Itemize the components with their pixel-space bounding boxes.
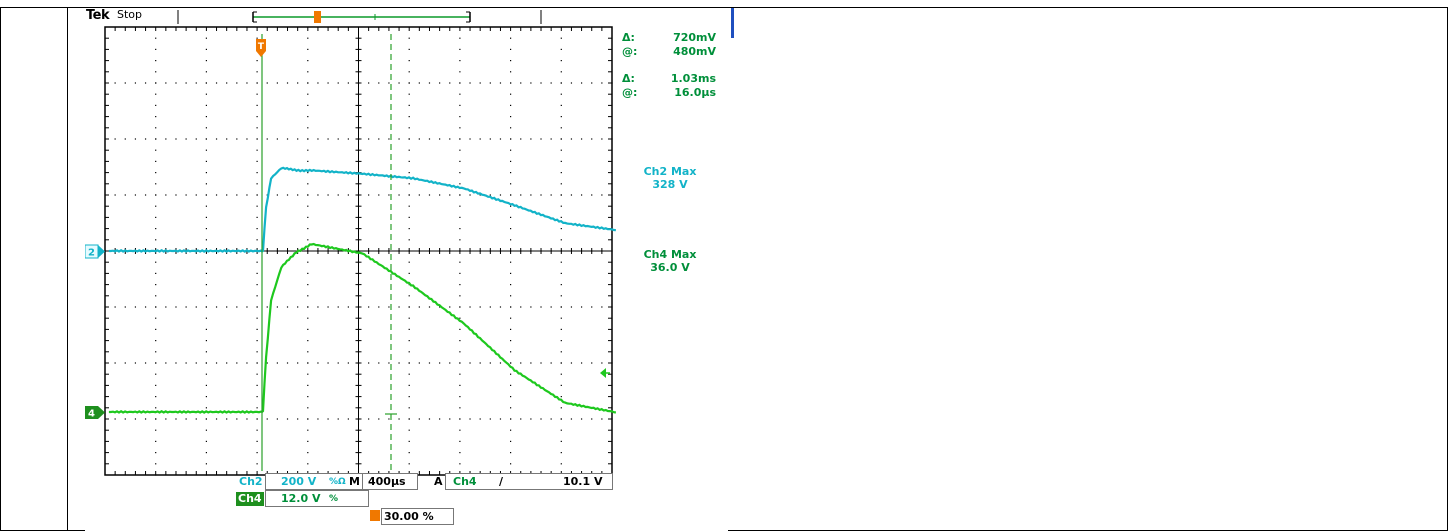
trigger-marker <box>256 39 266 51</box>
time-at-readout: @: 16.0μs <box>622 86 716 99</box>
trigger-box <box>445 473 613 490</box>
table-left-border <box>0 7 1 531</box>
trigger-position: 30.00 % <box>384 510 434 523</box>
trigger-label: A <box>434 475 443 488</box>
ch4-coupling: % <box>329 494 339 504</box>
ch2-scale: 200 V <box>281 475 317 488</box>
time-at-value: 16.0μs <box>674 86 716 99</box>
svg-text:T: T <box>258 42 265 52</box>
scope-display: T 2 4 <box>85 10 617 476</box>
trigger-point-arrow <box>256 51 266 57</box>
ch4-scale-box <box>265 490 369 507</box>
ch2-label: Ch2 <box>239 475 263 488</box>
at-symbol: @: <box>622 86 638 99</box>
trigger-level-arrow <box>600 368 606 378</box>
trigger-slope: ∕ <box>499 475 504 488</box>
voltage-delta-readout: Δ: 720mV <box>622 31 716 44</box>
ch4-scale: 12.0 V <box>281 492 321 505</box>
at-symbol: @: <box>622 45 638 58</box>
ch2-waveform <box>108 166 617 253</box>
time-delta-value: 1.03ms <box>670 72 716 85</box>
trigger-position-box <box>381 508 454 525</box>
ch2-ground-marker: 2 <box>85 244 105 259</box>
ch4-ground-marker: 4 <box>85 406 105 420</box>
ch4-max-label: Ch4 Max <box>643 248 697 261</box>
trigger-source: Ch4 <box>453 475 477 488</box>
svg-text:4: 4 <box>88 409 95 420</box>
ch4-waveform <box>108 242 617 414</box>
timebase-box <box>362 473 418 490</box>
table-top-border <box>0 7 1448 8</box>
svg-text:2: 2 <box>88 248 95 259</box>
voltage-delta-value: 720mV <box>673 31 716 44</box>
trigger-level: 10.1 V <box>563 475 603 488</box>
selection-edge-marker <box>731 8 734 38</box>
ch2-coupling: %Ω <box>329 477 346 487</box>
trigger-position-icon <box>370 510 380 521</box>
voltage-at-value: 480mV <box>673 45 716 58</box>
time-delta-readout: Δ: 1.03ms <box>622 72 716 85</box>
table-column-divider <box>67 7 68 531</box>
delta-symbol: Δ: <box>622 72 635 85</box>
timebase-value: 400μs <box>368 475 406 488</box>
voltage-at-readout: @: 480mV <box>622 45 716 58</box>
acquisition-status: Stop <box>117 9 143 21</box>
tek-logo: Tek <box>86 9 110 23</box>
ch4-max-value: 36.0 V <box>650 261 690 274</box>
graticule <box>104 26 613 476</box>
timebase-label: M <box>349 475 360 488</box>
delta-symbol: Δ: <box>622 31 635 44</box>
ch2-max-label: Ch2 Max <box>643 165 697 178</box>
ch4-label: Ch4 <box>236 492 264 506</box>
ch2-max-value: 328 V <box>652 178 688 191</box>
oscilloscope-screenshot: T 2 4 Tek Stop Δ: 720mV @: 480mV Δ: 1.03… <box>85 9 728 531</box>
record-length-bar <box>177 10 542 24</box>
